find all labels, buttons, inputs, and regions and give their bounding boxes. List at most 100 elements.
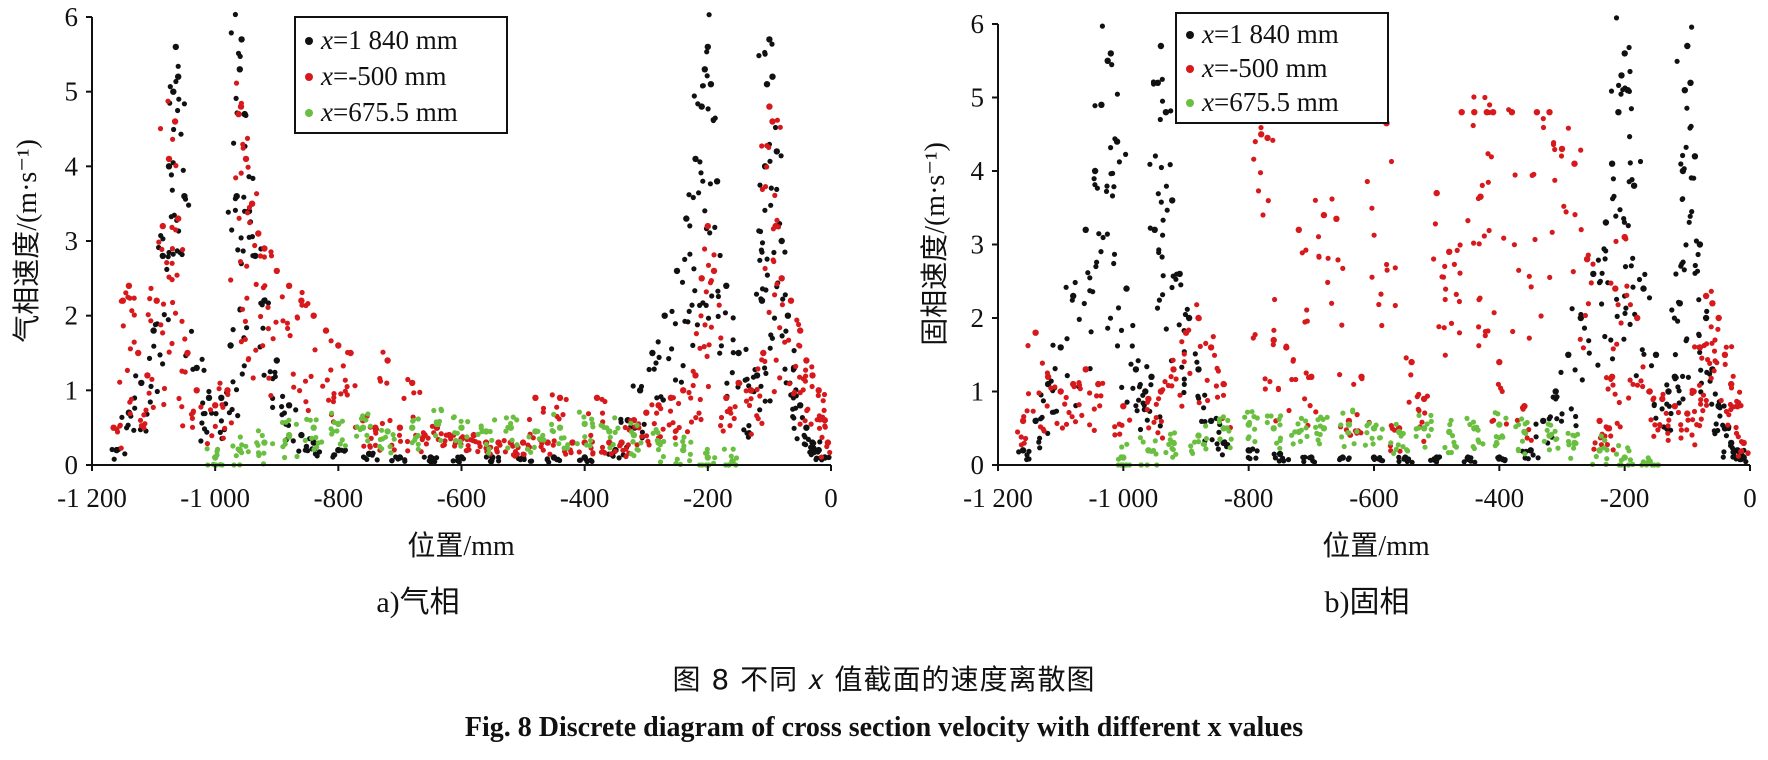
data-point	[1246, 419, 1253, 426]
data-point	[796, 321, 802, 328]
data-point	[763, 81, 771, 88]
data-point	[1544, 427, 1550, 433]
data-point	[147, 296, 153, 302]
x-tick-label: 0	[824, 483, 838, 513]
data-point	[229, 227, 235, 233]
data-point	[1153, 415, 1159, 421]
data-point	[310, 312, 317, 319]
data-point	[188, 328, 195, 334]
data-point	[1611, 193, 1617, 199]
data-point	[1613, 238, 1619, 244]
data-point	[238, 100, 244, 106]
series-2	[204, 406, 740, 468]
data-point	[1709, 300, 1716, 307]
data-point	[496, 458, 502, 464]
data-point	[1345, 421, 1353, 428]
data-point	[1708, 288, 1714, 294]
data-point	[285, 402, 293, 409]
data-point	[1696, 382, 1703, 388]
data-point	[782, 366, 788, 372]
data-point	[814, 455, 820, 461]
data-point	[244, 210, 251, 216]
data-point	[172, 310, 179, 316]
data-point	[304, 416, 310, 422]
data-point	[1159, 98, 1166, 104]
data-point	[754, 386, 760, 393]
data-point	[1679, 261, 1685, 267]
data-point	[1289, 432, 1295, 438]
data-point	[1496, 421, 1503, 428]
data-point	[1425, 433, 1432, 439]
data-point	[1578, 147, 1584, 153]
data-point	[1675, 299, 1682, 305]
data-point	[1333, 215, 1340, 222]
data-point	[1572, 212, 1578, 218]
data-point	[809, 383, 815, 390]
data-point	[563, 396, 569, 403]
data-point	[268, 393, 274, 399]
data-point	[643, 433, 650, 439]
data-point	[1443, 286, 1449, 292]
data-point	[705, 262, 712, 268]
data-point	[1665, 437, 1671, 443]
data-point	[1482, 333, 1488, 339]
data-point	[681, 443, 687, 449]
x-tick-label: -600	[437, 483, 487, 513]
data-point	[1684, 42, 1691, 50]
data-point	[1495, 381, 1501, 387]
data-point	[1618, 320, 1624, 326]
data-point	[1260, 212, 1266, 218]
data-point	[1160, 217, 1166, 223]
data-point	[1492, 410, 1498, 416]
data-point	[312, 451, 318, 457]
data-point	[717, 350, 723, 356]
data-point	[1272, 455, 1278, 461]
data-point	[415, 433, 421, 439]
data-point	[1406, 399, 1412, 405]
data-point	[746, 402, 753, 409]
data-point	[711, 252, 717, 258]
data-point	[236, 66, 243, 73]
data-point	[486, 450, 492, 456]
data-point	[693, 415, 699, 421]
data-point	[452, 443, 458, 449]
data-point	[1092, 103, 1098, 109]
data-point	[1683, 144, 1689, 150]
data-point	[1599, 270, 1605, 276]
data-point	[762, 365, 768, 371]
data-point	[1678, 161, 1684, 167]
data-point	[1664, 382, 1670, 388]
data-point	[1201, 441, 1208, 447]
data-point	[1393, 421, 1399, 427]
data-point	[1270, 342, 1276, 348]
data-point	[1300, 454, 1306, 460]
data-point	[143, 407, 149, 413]
data-point	[1408, 358, 1415, 366]
data-point	[1522, 421, 1528, 427]
data-point	[1098, 393, 1104, 399]
data-point	[1064, 373, 1070, 379]
data-point	[1304, 433, 1310, 439]
data-point	[1681, 267, 1687, 273]
data-point	[204, 446, 210, 452]
data-point	[262, 297, 268, 303]
data-point	[1329, 196, 1335, 202]
data-point	[153, 297, 160, 304]
data-point	[1696, 241, 1704, 248]
data-point	[1591, 446, 1597, 452]
data-point	[372, 428, 379, 434]
data-point	[1738, 449, 1744, 455]
data-point	[182, 196, 189, 202]
data-point	[809, 372, 816, 379]
data-point	[1081, 300, 1087, 307]
data-point	[384, 428, 391, 435]
data-point	[1614, 420, 1620, 426]
data-point	[164, 266, 170, 272]
data-point	[673, 267, 681, 275]
data-point	[1608, 376, 1614, 382]
data-point	[686, 192, 692, 198]
data-point	[794, 436, 800, 442]
data-point	[431, 407, 437, 414]
data-point	[750, 374, 757, 380]
